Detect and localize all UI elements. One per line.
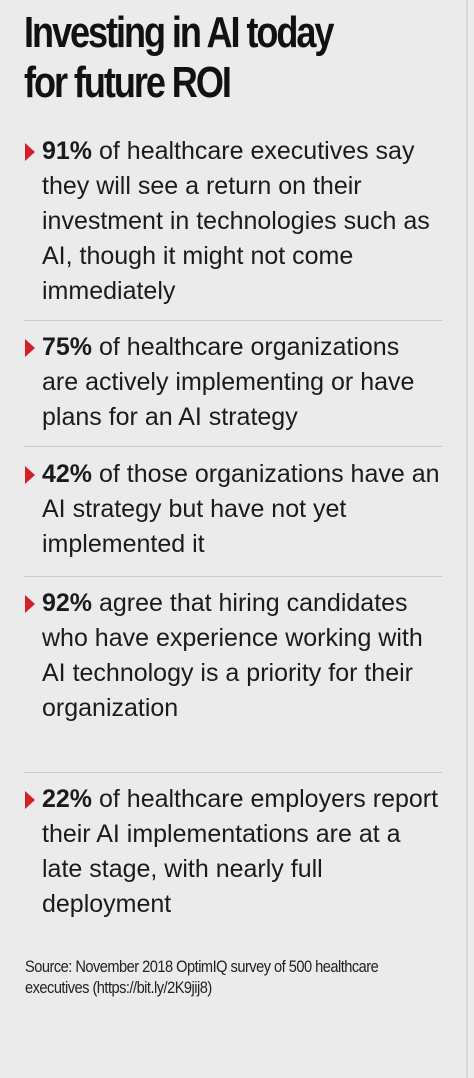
- stat-item-3: 42% of those organizations have an AI st…: [25, 457, 442, 562]
- stat-text: of healthcare executives say they will s…: [42, 137, 430, 305]
- title-line-2: for future ROI: [24, 58, 232, 107]
- stat-text: agree that hiring candidates who have ex…: [42, 589, 423, 722]
- source-note: Source: November 2018 OptimIQ survey of …: [25, 957, 379, 997]
- red-triangle-icon: [25, 143, 35, 161]
- stat-percent: 91%: [42, 137, 93, 165]
- stat-percent: 22%: [42, 785, 93, 813]
- stat-item-1: 91% of healthcare executives say they wi…: [25, 134, 442, 309]
- divider: [24, 576, 442, 577]
- stat-text: of those organizations have an AI strate…: [42, 460, 440, 558]
- red-triangle-icon: [25, 466, 35, 484]
- infographic-title: Investing in AI today for future ROI: [24, 8, 334, 108]
- stat-percent: 75%: [42, 333, 93, 361]
- title-line-1: Investing in AI today: [24, 8, 334, 57]
- stat-text: of healthcare organizations are actively…: [42, 333, 415, 431]
- stat-item-4: 92% agree that hiring candidates who hav…: [25, 586, 442, 726]
- red-triangle-icon: [25, 339, 35, 357]
- divider: [24, 446, 442, 447]
- divider: [24, 772, 442, 773]
- stat-item-2: 75% of healthcare organizations are acti…: [25, 330, 442, 435]
- divider: [24, 320, 442, 321]
- red-triangle-icon: [25, 595, 35, 613]
- red-triangle-icon: [25, 791, 35, 809]
- stat-percent: 42%: [42, 460, 93, 488]
- stat-text: of healthcare employers report their AI …: [42, 785, 439, 918]
- stat-percent: 92%: [42, 589, 93, 617]
- stat-item-5: 22% of healthcare employers report their…: [25, 782, 442, 922]
